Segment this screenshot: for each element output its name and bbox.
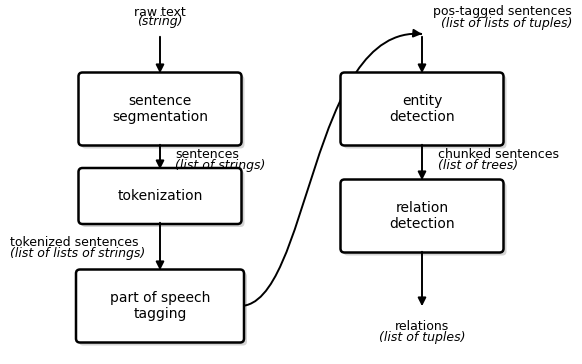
- Text: entity
detection: entity detection: [389, 94, 455, 124]
- FancyBboxPatch shape: [79, 273, 247, 345]
- Text: (list of lists of tuples): (list of lists of tuples): [441, 16, 572, 29]
- FancyBboxPatch shape: [340, 179, 503, 253]
- Text: (list of lists of strings): (list of lists of strings): [10, 246, 146, 260]
- Text: part of speech
tagging: part of speech tagging: [110, 291, 210, 321]
- Text: raw text: raw text: [134, 5, 186, 19]
- Text: (list of trees): (list of trees): [438, 158, 518, 171]
- FancyBboxPatch shape: [79, 72, 242, 146]
- FancyBboxPatch shape: [340, 72, 503, 146]
- Text: relation
detection: relation detection: [389, 201, 455, 231]
- Text: (list of strings): (list of strings): [175, 158, 265, 171]
- Text: (string): (string): [137, 16, 183, 28]
- Text: tokenization: tokenization: [118, 189, 203, 203]
- Text: relations: relations: [395, 320, 449, 332]
- Text: (list of tuples): (list of tuples): [379, 331, 465, 344]
- FancyBboxPatch shape: [79, 168, 242, 224]
- Text: tokenized sentences: tokenized sentences: [10, 236, 139, 249]
- FancyBboxPatch shape: [343, 182, 506, 256]
- FancyBboxPatch shape: [343, 75, 506, 149]
- FancyBboxPatch shape: [81, 75, 244, 149]
- Text: sentence
segmentation: sentence segmentation: [112, 94, 208, 124]
- Text: chunked sentences: chunked sentences: [438, 147, 559, 161]
- Text: pos-tagged sentences: pos-tagged sentences: [433, 5, 572, 19]
- FancyBboxPatch shape: [81, 171, 244, 227]
- FancyBboxPatch shape: [76, 269, 244, 343]
- Text: sentences: sentences: [175, 147, 239, 161]
